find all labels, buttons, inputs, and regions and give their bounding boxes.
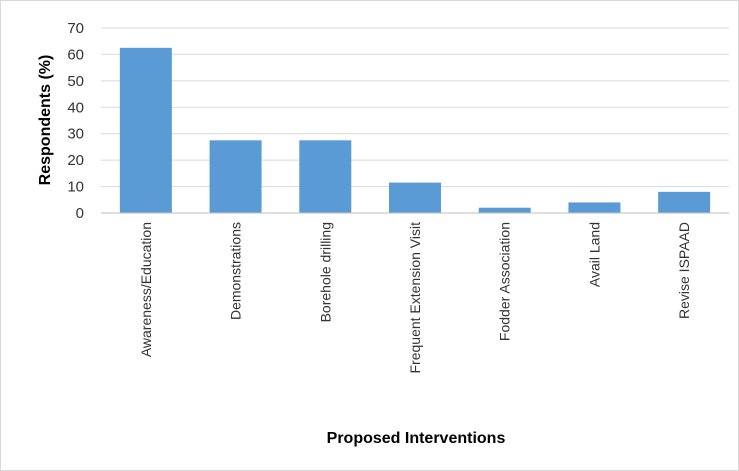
x-tick-label: Fodder Association — [497, 222, 513, 341]
x-tick-label: Frequent Extension Visit — [407, 222, 423, 374]
y-axis-title: Respondents (%) — [37, 55, 54, 186]
y-tick-label: 10 — [67, 179, 84, 196]
bar — [119, 47, 172, 214]
bar — [209, 140, 262, 213]
y-tick-label: 50 — [67, 73, 84, 90]
bar — [568, 202, 621, 213]
x-tick-label: Awareness/Education — [138, 222, 154, 357]
x-tick-label: Avail Land — [586, 222, 602, 287]
x-tick-label: Borehole drilling — [317, 222, 333, 322]
x-axis-title: Proposed Interventions — [327, 430, 506, 447]
x-axis-categories: Awareness/Education Demonstrations Borehol… — [138, 222, 692, 374]
bar — [478, 207, 531, 213]
y-tick-label: 0 — [76, 205, 84, 222]
y-tick-label: 60 — [67, 46, 84, 63]
bars — [119, 47, 711, 214]
y-tick-label: 30 — [67, 126, 84, 143]
x-tick-label: Revise ISPAAD — [676, 222, 692, 319]
y-tick-label: 70 — [67, 20, 84, 37]
bar — [299, 140, 352, 213]
y-tick-label: 20 — [67, 152, 84, 169]
bar — [658, 191, 711, 213]
gridlines — [101, 27, 729, 188]
x-tick-label: Demonstrations — [228, 222, 244, 320]
y-tick-label: 40 — [67, 99, 84, 116]
y-axis-ticks: 0 10 20 30 40 50 60 70 — [67, 20, 84, 222]
bar — [389, 182, 441, 213]
